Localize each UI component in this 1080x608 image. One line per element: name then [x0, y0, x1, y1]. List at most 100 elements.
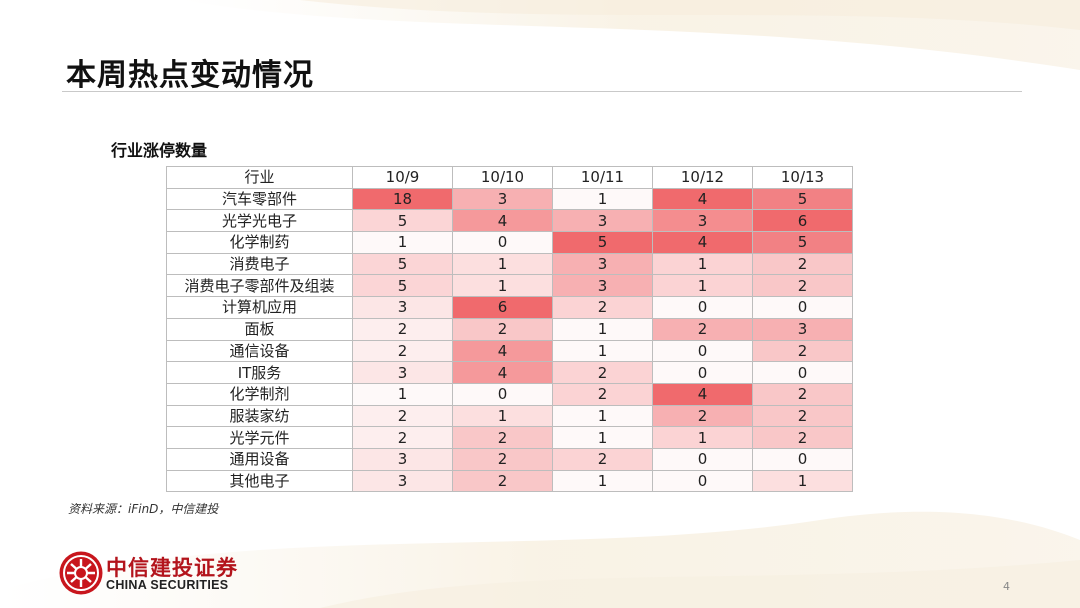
limit-up-count-cell: 6	[452, 296, 553, 319]
limit-up-count-cell: 2	[452, 447, 553, 471]
slide-title: 本周热点变动情况	[66, 58, 314, 93]
limit-up-count-cell: 1	[452, 252, 553, 276]
table-row: IT服务 3 4 2 0 0	[166, 361, 853, 384]
limit-up-count-cell: 0	[752, 296, 853, 319]
limit-up-count-cell: 5	[752, 231, 853, 254]
limit-up-count-cell: 5	[552, 231, 653, 254]
limit-up-count-cell: 1	[752, 469, 853, 493]
china-securities-logo-icon	[59, 551, 103, 595]
brand-name-english: CHINA SECURITIES	[106, 578, 229, 592]
limit-up-count-cell: 1	[352, 231, 453, 254]
limit-up-count-cell: 2	[552, 382, 653, 406]
industry-name-cell: 计算机应用	[166, 296, 353, 319]
limit-up-count-cell: 3	[652, 209, 753, 233]
table-row: 计算机应用 3 6 2 0 0	[166, 296, 853, 319]
table-row: 通信设备 2 4 1 0 2	[166, 339, 853, 363]
limit-up-count-cell: 2	[352, 339, 453, 363]
limit-up-count-cell: 2	[752, 339, 853, 363]
industry-name-cell: 其他电子	[166, 469, 353, 493]
table-body: 汽车零部件 18 3 1 4 5 光学光电子 5 4 3 3 6 化学制药 1 0 5 4 5 消费电子 5 1 3 1 2 消…	[166, 187, 853, 493]
limit-up-count-cell: 2	[752, 426, 853, 449]
limit-up-count-cell: 1	[552, 339, 653, 363]
header-date: 10/11	[552, 166, 653, 189]
table-row: 汽车零部件 18 3 1 4 5	[166, 187, 853, 211]
limit-up-count-cell: 2	[352, 404, 453, 428]
limit-up-count-cell: 3	[352, 447, 453, 471]
limit-up-count-cell: 2	[552, 361, 653, 384]
limit-up-count-cell: 1	[552, 404, 653, 428]
limit-up-count-cell: 5	[352, 274, 453, 298]
table-row: 消费电子零部件及组装 5 1 3 1 2	[166, 274, 853, 298]
limit-up-count-cell: 3	[352, 296, 453, 319]
limit-up-count-cell: 2	[352, 426, 453, 449]
limit-up-count-cell: 4	[652, 231, 753, 254]
limit-up-count-cell: 5	[752, 187, 853, 211]
limit-up-count-cell: 2	[452, 469, 553, 493]
limit-up-count-cell: 3	[452, 187, 553, 211]
limit-up-count-cell: 0	[652, 361, 753, 384]
limit-up-count-cell: 4	[452, 339, 553, 363]
limit-up-count-cell: 2	[652, 404, 753, 428]
limit-up-count-cell: 1	[652, 274, 753, 298]
limit-up-count-cell: 2	[452, 317, 553, 341]
limit-up-count-cell: 2	[652, 317, 753, 341]
limit-up-count-cell: 2	[352, 317, 453, 341]
header-date: 10/13	[752, 166, 853, 189]
brand-name-chinese: 中信建投证券	[106, 556, 238, 580]
table-row: 消费电子 5 1 3 1 2	[166, 252, 853, 276]
limit-up-heatmap-table: 行业 10/9 10/10 10/11 10/12 10/13 汽车零部件 18 3…	[166, 166, 853, 493]
limit-up-count-cell: 0	[652, 447, 753, 471]
limit-up-count-cell: 0	[752, 361, 853, 384]
limit-up-count-cell: 1	[652, 252, 753, 276]
header-date: 10/12	[652, 166, 753, 189]
table-row: 服装家纺 2 1 1 2 2	[166, 404, 853, 428]
industry-name-cell: 通信设备	[166, 339, 353, 363]
limit-up-count-cell: 4	[452, 209, 553, 233]
industry-name-cell: 化学制剂	[166, 382, 353, 406]
limit-up-count-cell: 0	[652, 339, 753, 363]
table-row: 化学制剂 1 0 2 4 2	[166, 382, 853, 406]
table-header-row: 行业 10/9 10/10 10/11 10/12 10/13	[166, 166, 853, 189]
industry-name-cell: 消费电子	[166, 252, 353, 276]
limit-up-count-cell: 1	[552, 187, 653, 211]
limit-up-count-cell: 2	[752, 382, 853, 406]
source-note: 资料来源：iFinD，中信建投	[68, 502, 219, 516]
industry-name-cell: 光学光电子	[166, 209, 353, 233]
limit-up-count-cell: 1	[552, 317, 653, 341]
industry-name-cell: IT服务	[166, 361, 353, 384]
limit-up-count-cell: 5	[352, 209, 453, 233]
industry-name-cell: 化学制药	[166, 231, 353, 254]
table-row: 通用设备 3 2 2 0 0	[166, 447, 853, 471]
limit-up-count-cell: 1	[652, 426, 753, 449]
limit-up-count-cell: 2	[552, 296, 653, 319]
table-row: 面板 2 2 1 2 3	[166, 317, 853, 341]
limit-up-count-cell: 0	[452, 382, 553, 406]
limit-up-count-cell: 1	[552, 426, 653, 449]
limit-up-count-cell: 2	[452, 426, 553, 449]
header-industry: 行业	[166, 166, 353, 189]
limit-up-count-cell: 3	[552, 209, 653, 233]
title-divider	[62, 91, 1022, 92]
table-row: 化学制药 1 0 5 4 5	[166, 231, 853, 254]
limit-up-count-cell: 0	[652, 296, 753, 319]
industry-name-cell: 面板	[166, 317, 353, 341]
table-row: 其他电子 3 2 1 0 1	[166, 469, 853, 493]
limit-up-count-cell: 0	[452, 231, 553, 254]
limit-up-count-cell: 6	[752, 209, 853, 233]
limit-up-count-cell: 4	[652, 382, 753, 406]
page-number: 4	[1003, 580, 1010, 593]
industry-name-cell: 光学元件	[166, 426, 353, 449]
limit-up-count-cell: 3	[352, 469, 453, 493]
table-subtitle: 行业涨停数量	[111, 141, 208, 160]
limit-up-count-cell: 3	[352, 361, 453, 384]
limit-up-count-cell: 1	[452, 274, 553, 298]
limit-up-count-cell: 1	[352, 382, 453, 406]
limit-up-count-cell: 4	[452, 361, 553, 384]
header-date: 10/9	[352, 166, 453, 189]
limit-up-count-cell: 0	[652, 469, 753, 493]
limit-up-count-cell: 5	[352, 252, 453, 276]
limit-up-count-cell: 3	[552, 274, 653, 298]
industry-name-cell: 汽车零部件	[166, 187, 353, 211]
industry-name-cell: 服装家纺	[166, 404, 353, 428]
